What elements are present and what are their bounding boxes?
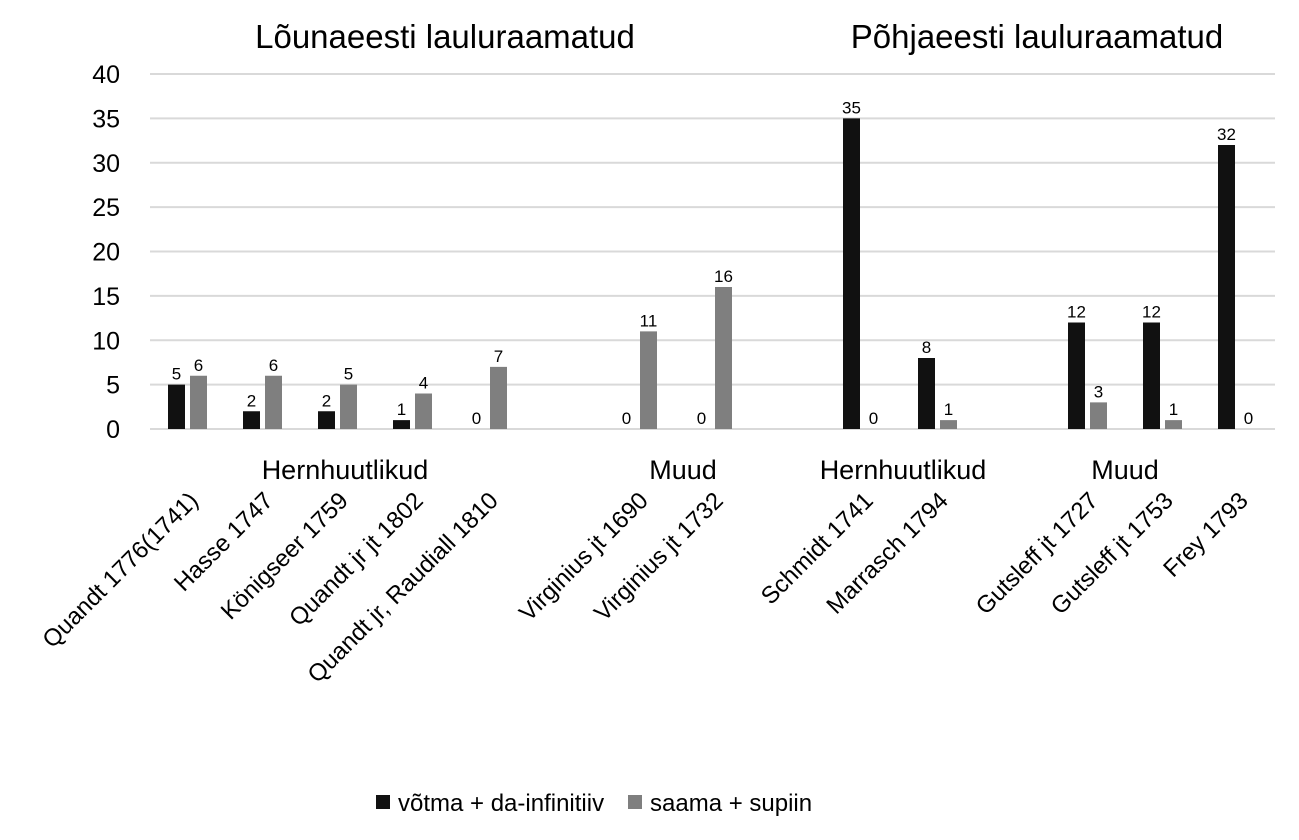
data-label: 12 bbox=[1067, 303, 1086, 322]
legend-label-series-1: võtma + da-infinitiiv bbox=[398, 790, 604, 817]
data-label: 1 bbox=[1169, 400, 1178, 419]
legend: võtma + da-infinitiiv saama + supiin bbox=[376, 790, 812, 817]
chart-title-north: Põhjaeesti lauluraamatud bbox=[851, 18, 1223, 55]
data-label: 12 bbox=[1142, 303, 1161, 322]
data-label: 6 bbox=[194, 356, 203, 375]
y-tick-label: 10 bbox=[92, 327, 120, 355]
y-tick-label: 40 bbox=[92, 61, 120, 89]
data-label: 0 bbox=[697, 409, 706, 428]
data-label: 16 bbox=[714, 267, 733, 286]
data-label: 7 bbox=[494, 347, 503, 366]
chart-title-south: Lõunaeesti lauluraamatud bbox=[255, 18, 635, 55]
legend-label-series-2: saama + supiin bbox=[650, 790, 812, 817]
y-tick-label: 15 bbox=[92, 283, 120, 311]
bar-series-2 bbox=[190, 375, 207, 429]
data-label: 1 bbox=[397, 400, 406, 419]
group-label: Hernhuutlikud bbox=[262, 455, 429, 485]
data-label: 5 bbox=[172, 365, 181, 384]
bar-series-2 bbox=[1165, 420, 1182, 429]
bar-series-1 bbox=[318, 411, 335, 429]
bar-series-1 bbox=[843, 118, 860, 429]
bar-series-2 bbox=[1090, 402, 1107, 429]
bar-series-1 bbox=[168, 384, 185, 429]
data-label: 0 bbox=[869, 409, 878, 428]
bar-series-2 bbox=[640, 331, 657, 429]
bar-series-1 bbox=[1068, 322, 1085, 429]
data-label: 1 bbox=[944, 400, 953, 419]
x-tick-label: Virginius jt 1732 bbox=[589, 487, 729, 627]
x-tick-label: Quandt jr jt 1802 bbox=[284, 487, 429, 632]
data-label: 0 bbox=[472, 409, 481, 428]
bar-series-2 bbox=[265, 375, 282, 429]
data-label: 2 bbox=[322, 391, 331, 410]
bar-series-1 bbox=[393, 420, 410, 429]
bar-series-2 bbox=[340, 384, 357, 429]
bar-series-1 bbox=[243, 411, 260, 429]
data-label: 6 bbox=[269, 356, 278, 375]
x-tick-label: Königseer 1759 bbox=[216, 487, 354, 625]
data-label: 5 bbox=[344, 365, 353, 384]
data-label: 11 bbox=[640, 311, 658, 330]
group-label: Muud bbox=[1091, 455, 1159, 485]
data-label: 2 bbox=[247, 391, 256, 410]
y-tick-label: 30 bbox=[92, 150, 120, 178]
legend-swatch-series-1 bbox=[376, 795, 390, 809]
data-label: 0 bbox=[622, 409, 631, 428]
data-label: 4 bbox=[419, 374, 428, 393]
bar-series-1 bbox=[918, 358, 935, 429]
data-label: 32 bbox=[1217, 125, 1236, 144]
group-label: Hernhuutlikud bbox=[820, 455, 987, 485]
bar-series-1 bbox=[1218, 145, 1235, 429]
data-label: 8 bbox=[922, 338, 931, 357]
bar-series-2 bbox=[415, 393, 432, 429]
bar-series-2 bbox=[940, 420, 957, 429]
y-tick-label: 5 bbox=[106, 372, 120, 400]
bar-series-2 bbox=[715, 287, 732, 429]
y-tick-label: 35 bbox=[92, 105, 120, 133]
x-tick-label: Virginius jt 1690 bbox=[514, 487, 654, 627]
y-tick-label: 20 bbox=[92, 239, 120, 267]
bar-series-1 bbox=[1143, 322, 1160, 429]
data-label: 35 bbox=[842, 98, 861, 117]
bar-series-2 bbox=[490, 366, 507, 429]
legend-swatch-series-2 bbox=[628, 795, 642, 809]
y-tick-label: 25 bbox=[92, 194, 120, 222]
data-label: 3 bbox=[1094, 382, 1103, 401]
group-label: Muud bbox=[649, 455, 717, 485]
y-tick-label: 0 bbox=[106, 416, 120, 444]
data-label: 0 bbox=[1244, 409, 1253, 428]
